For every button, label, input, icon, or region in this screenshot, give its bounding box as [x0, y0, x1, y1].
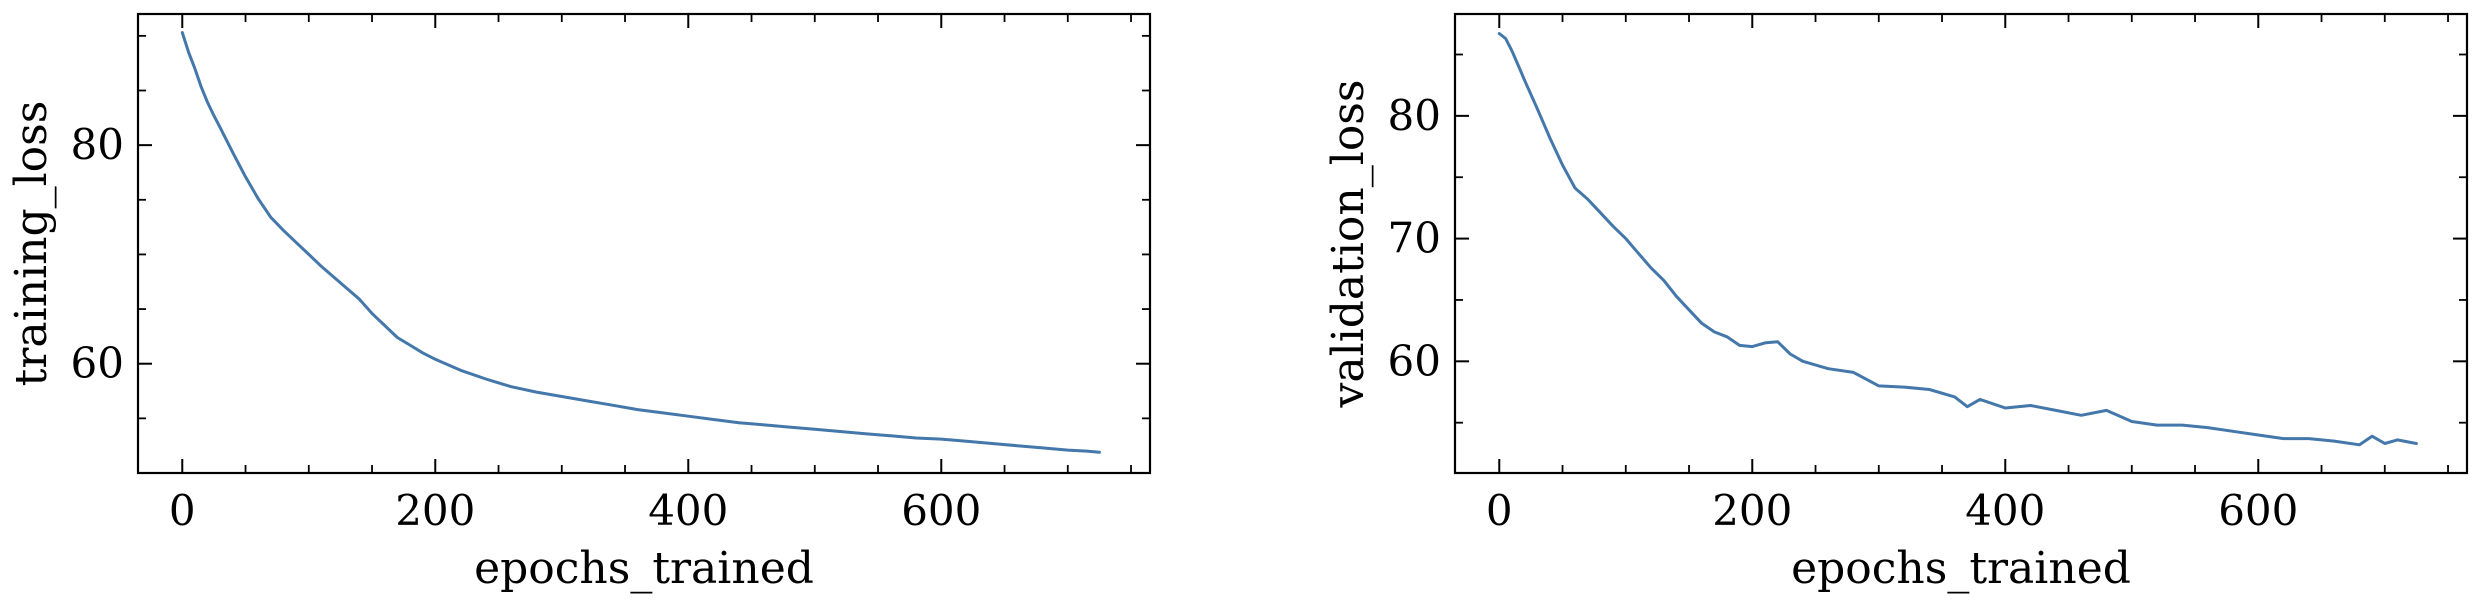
- plot-frame: [136, 12, 1152, 475]
- x-tick-label: 0: [1486, 486, 1513, 535]
- x-tick-label: 400: [648, 486, 728, 535]
- x-tick-label: 200: [1712, 486, 1792, 535]
- chart-panel-2: 0 200 400 600 60 70 80 epochs_trained validation…: [1323, 12, 2469, 594]
- series-line-1: [1497, 32, 2418, 447]
- y-axis-label: validation_loss: [1323, 80, 1374, 409]
- x-axis-label: epochs_trained: [474, 543, 814, 594]
- x-tick-label: 600: [2218, 486, 2298, 535]
- plot-frame: [1453, 12, 2469, 475]
- y-axis-label: training_loss: [6, 101, 57, 387]
- y-tick-label: 60: [1388, 336, 1441, 385]
- series-line-1: [180, 31, 1101, 454]
- x-axis-label: epochs_trained: [1791, 543, 2131, 594]
- x-tick-label: 0: [169, 486, 196, 535]
- x-tick-label: 200: [395, 486, 475, 535]
- y-tick-label: 80: [1388, 91, 1441, 140]
- y-tick-label: 70: [1388, 214, 1441, 263]
- y-tick-label: 80: [71, 120, 124, 169]
- x-tick-label: 400: [1965, 486, 2045, 535]
- x-tick-label: 600: [901, 486, 981, 535]
- y-tick-label: 60: [71, 339, 124, 388]
- chart-panel-1: 0 200 400 600 60 80 epochs_trained training_los…: [6, 12, 1152, 594]
